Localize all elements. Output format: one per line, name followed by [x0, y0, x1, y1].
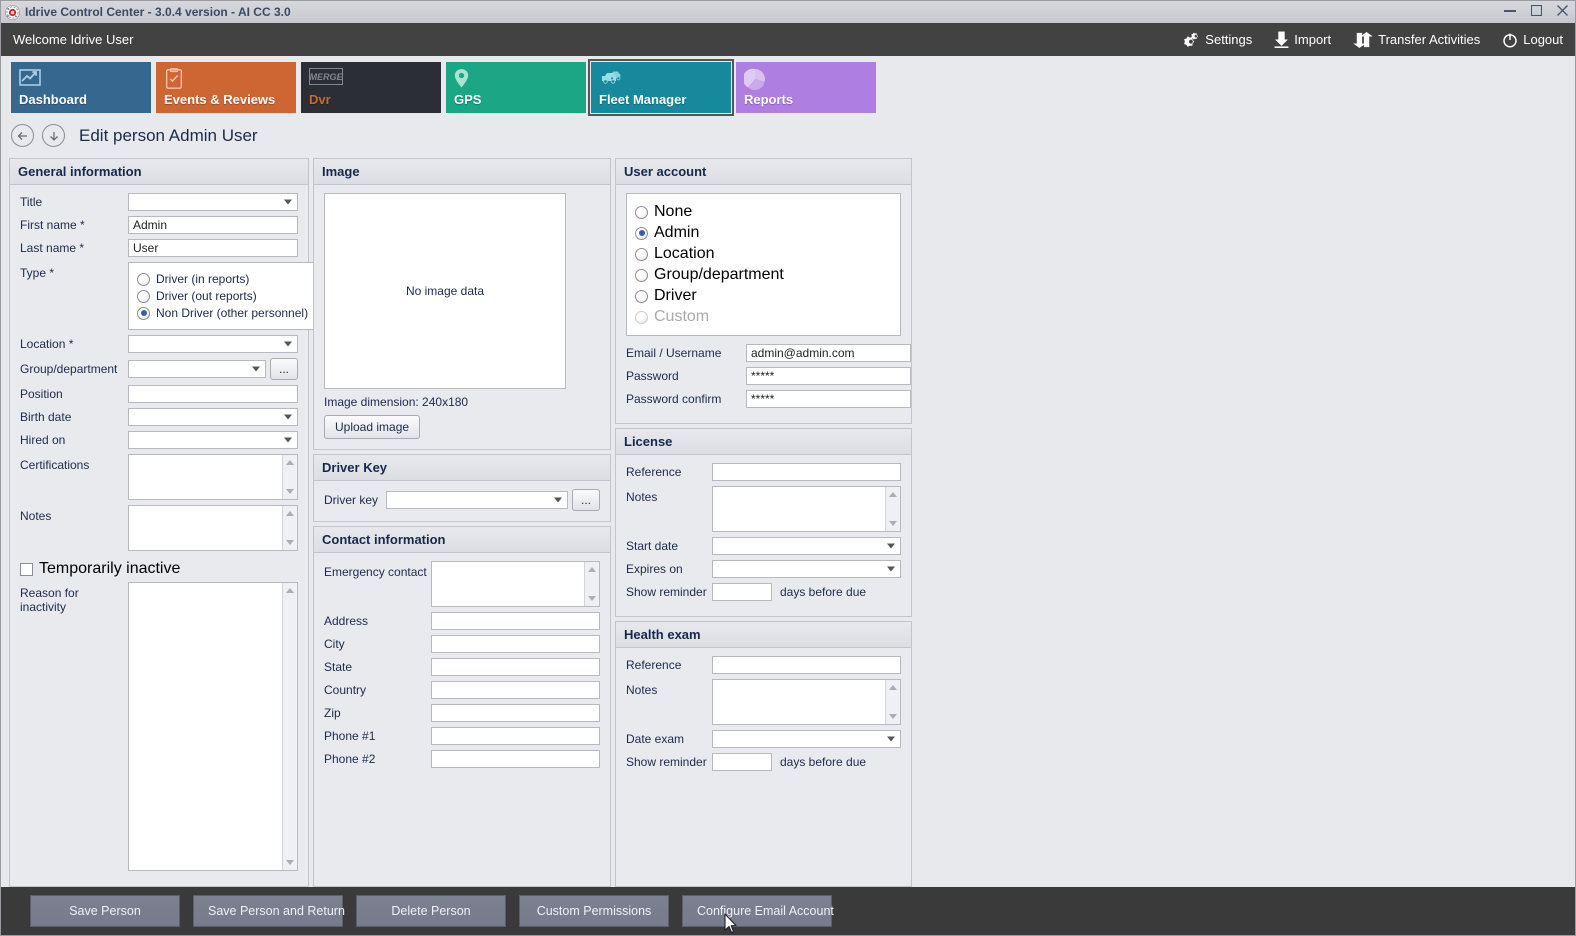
svg-text:MERGE: MERGE: [309, 72, 343, 82]
